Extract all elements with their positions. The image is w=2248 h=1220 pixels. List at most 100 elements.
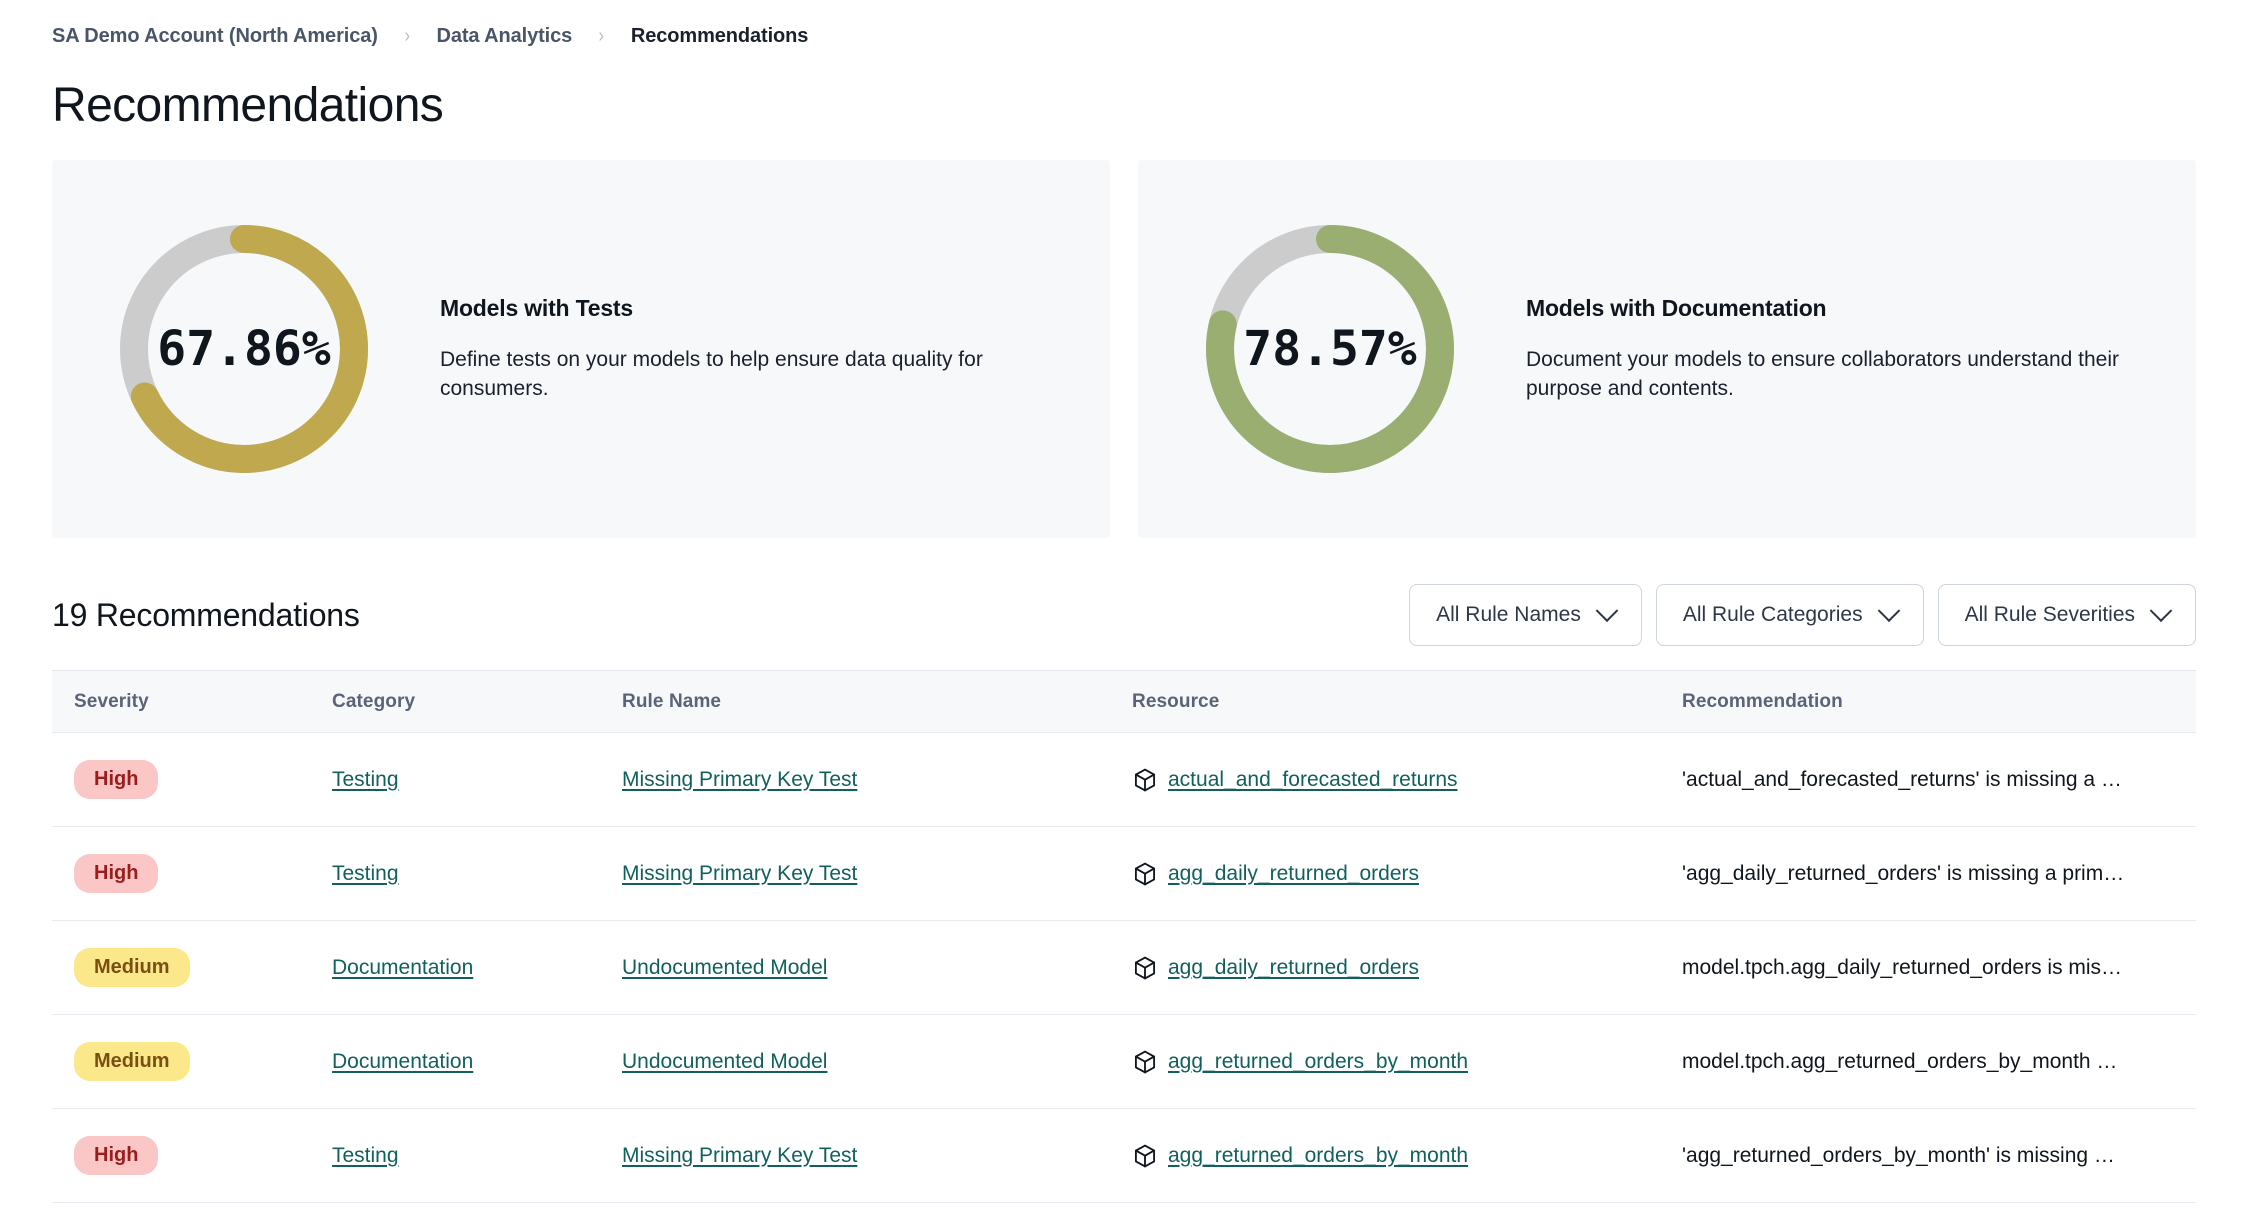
page-title: Recommendations [52, 79, 444, 132]
category-link[interactable]: Documentation [332, 955, 474, 979]
cell-category: Testing [332, 1108, 622, 1203]
resource-cell: agg_daily_returned_orders [1132, 955, 1682, 981]
breadcrumb-item-project[interactable]: Data Analytics [436, 24, 573, 47]
category-link[interactable]: Documentation [332, 1049, 474, 1073]
score-card-models-with-tests: 67.86% Models with Tests Define tests on… [52, 160, 1110, 538]
column-header-severity[interactable]: Severity [52, 670, 332, 733]
recommendation-text: 'actual_and_forecasted_returns' is missi… [1682, 767, 2122, 791]
filter-rule-names[interactable]: All Rule Names [1409, 584, 1642, 646]
donut-center-value: 78.57% [1243, 321, 1417, 377]
cell-resource: agg_returned_orders_by_month [1132, 1108, 1682, 1203]
table-header-row: Severity Category Rule Name Resource Rec… [52, 670, 2196, 733]
status-badge: High [74, 1136, 159, 1175]
rule-name-link[interactable]: Undocumented Model [622, 1049, 828, 1073]
resource-link[interactable]: agg_daily_returned_orders [1168, 861, 1420, 885]
column-header-rule-name[interactable]: Rule Name [622, 670, 1132, 733]
rule-name-link[interactable]: Missing Primary Key Test [622, 1143, 858, 1167]
cell-recommendation: 'agg_daily_returned_orders' is missing a… [1682, 826, 2196, 921]
cell-category: Documentation [332, 1014, 622, 1109]
chevron-down-icon [1877, 599, 1900, 623]
cell-rule-name: Missing Primary Key Test [622, 1108, 1132, 1203]
breadcrumb-item-current: Recommendations [630, 24, 809, 47]
cell-resource: agg_daily_returned_orders [1132, 920, 1682, 1015]
score-card-title: Models with Tests [440, 294, 633, 321]
chevron-right-icon: › [404, 25, 410, 47]
recommendation-text: model.tpch.agg_daily_returned_orders is … [1682, 955, 2123, 979]
cell-severity: High [52, 732, 332, 827]
donut-chart-models-with-documentation: 78.57% [1160, 179, 1500, 519]
filter-rule-categories-label: All Rule Categories [1682, 603, 1863, 626]
recommendation-text: 'agg_returned_orders_by_month' is missin… [1682, 1143, 2115, 1167]
cell-rule-name: Undocumented Model [622, 1014, 1132, 1109]
rule-name-link[interactable]: Missing Primary Key Test [622, 767, 858, 791]
recommendations-count: 19 Recommendations [52, 596, 360, 633]
score-card-text: Models with Documentation Document your … [1500, 295, 2196, 404]
resource-link[interactable]: agg_daily_returned_orders [1168, 955, 1420, 979]
resource-link[interactable]: agg_returned_orders_by_month [1168, 1049, 1469, 1073]
filter-rule-names-label: All Rule Names [1436, 603, 1581, 626]
column-header-recommendation[interactable]: Recommendation [1682, 670, 2196, 733]
filter-rule-severities[interactable]: All Rule Severities [1937, 584, 2196, 646]
cell-recommendation: 'actual_and_forecasted_returns' is missi… [1682, 732, 2196, 827]
cell-severity: High [52, 1108, 332, 1203]
table-row[interactable]: Medium Documentation Undocumented Model agg… [52, 920, 2196, 1015]
cube-icon [1134, 1144, 1156, 1167]
cell-rule-name: Missing Primary Key Test [622, 732, 1132, 827]
donut-svg [1206, 225, 1454, 473]
donut-center-value: 67.86% [157, 321, 331, 377]
cell-rule-name: Missing Primary Key Test [622, 826, 1132, 921]
cube-icon [1134, 956, 1156, 979]
cell-category: Documentation [332, 920, 622, 1015]
chevron-right-icon: › [598, 25, 605, 47]
table-row[interactable]: High Testing Missing Primary Key Test actua… [52, 732, 2196, 827]
table-row[interactable]: High Testing Missing Primary Key Test agg_d… [52, 826, 2196, 921]
table-row[interactable]: Medium Documentation Undocumented Model agg… [52, 1014, 2196, 1109]
filter-rule-severities-label: All Rule Severities [1964, 603, 2135, 626]
table-header: Severity Category Rule Name Resource Rec… [52, 670, 2196, 733]
breadcrumb: SA Demo Account (North America) › Data A… [52, 0, 2196, 72]
cell-category: Testing [332, 826, 622, 921]
filter-group: All Rule Names All Rule Categories All R… [1409, 584, 2196, 646]
score-card-text: Models with Tests Define tests on your m… [414, 295, 1110, 404]
donut-svg [120, 225, 368, 473]
donut-value-arc [120, 225, 368, 473]
score-card-description: Document your models to ensure collabora… [1526, 347, 2119, 400]
cell-recommendation: model.tpch.agg_returned_orders_by_month … [1682, 1014, 2196, 1109]
score-cards-row: 67.86% Models with Tests Define tests on… [52, 160, 2196, 538]
column-header-resource[interactable]: Resource [1132, 670, 1682, 733]
cube-icon [1134, 768, 1156, 791]
category-link[interactable]: Testing [332, 861, 399, 885]
cell-recommendation: model.tpch.agg_daily_returned_orders is … [1682, 920, 2196, 1015]
cell-severity: Medium [52, 920, 332, 1015]
filter-rule-categories[interactable]: All Rule Categories [1655, 584, 1924, 646]
cube-icon [1134, 1050, 1156, 1073]
chevron-down-icon [2149, 599, 2173, 623]
category-link[interactable]: Testing [332, 1143, 399, 1167]
donut-value-arc [1206, 225, 1454, 473]
recommendation-text: 'agg_daily_returned_orders' is missing a… [1682, 861, 2125, 885]
score-card-description: Define tests on your models to help ensu… [440, 347, 983, 400]
resource-link[interactable]: agg_returned_orders_by_month [1168, 1143, 1469, 1167]
resource-cell: actual_and_forecasted_returns [1132, 767, 1682, 793]
cell-recommendation: 'agg_returned_orders_by_month' is missin… [1682, 1108, 2196, 1203]
cell-category: Testing [332, 732, 622, 827]
breadcrumb-item-account[interactable]: SA Demo Account (North America) [52, 24, 378, 47]
score-card-title: Models with Documentation [1526, 294, 1827, 321]
donut-chart-models-with-tests: 67.86% [74, 179, 414, 519]
recommendations-table: Severity Category Rule Name Resource Rec… [52, 670, 2196, 1203]
resource-link[interactable]: actual_and_forecasted_returns [1168, 767, 1458, 791]
resource-cell: agg_daily_returned_orders [1132, 861, 1682, 887]
rule-name-link[interactable]: Missing Primary Key Test [622, 861, 858, 885]
status-badge: High [74, 854, 159, 893]
table-row[interactable]: High Testing Missing Primary Key Test agg_r… [52, 1108, 2196, 1203]
category-link[interactable]: Testing [332, 767, 399, 791]
cell-resource: agg_returned_orders_by_month [1132, 1014, 1682, 1109]
column-header-category[interactable]: Category [332, 670, 622, 733]
cell-resource: actual_and_forecasted_returns [1132, 732, 1682, 827]
rule-name-link[interactable]: Undocumented Model [622, 955, 828, 979]
table-body: High Testing Missing Primary Key Test actua… [52, 732, 2196, 1203]
recommendation-text: model.tpch.agg_returned_orders_by_month … [1682, 1049, 2118, 1073]
cell-resource: agg_daily_returned_orders [1132, 826, 1682, 921]
score-card-models-with-documentation: 78.57% Models with Documentation Documen… [1138, 160, 2196, 538]
